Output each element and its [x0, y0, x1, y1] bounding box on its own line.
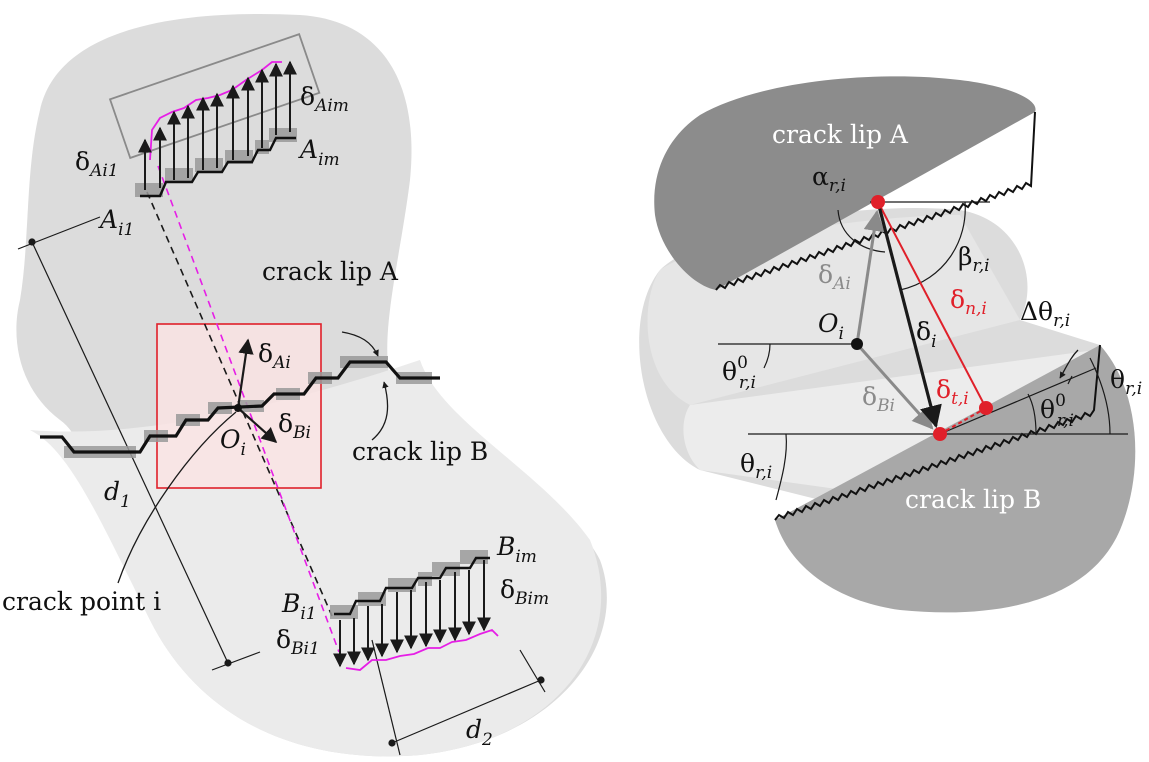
point-t	[979, 401, 993, 415]
point-a	[871, 195, 885, 209]
label-theta0-left: θ0 r,i	[722, 353, 756, 393]
label-delta-aim: δAim	[300, 82, 349, 116]
label-b-i1: Bi1	[281, 589, 317, 624]
label-d1: d1	[104, 477, 131, 512]
label-b-im: Bim	[496, 532, 537, 567]
label-theta-left: θr,i	[740, 449, 772, 483]
label-delta-ni: δn,i	[950, 285, 987, 319]
label-theta0-right: θ0 r,i	[1040, 391, 1074, 431]
vector-delta-t	[939, 407, 987, 435]
label-delta-bi1: δBi1	[276, 625, 320, 659]
crack-lip-a-body	[654, 76, 1036, 290]
label-delta-ai1: δAi1	[75, 147, 119, 181]
leaders	[117, 331, 389, 584]
left-panel	[16, 13, 607, 757]
label-a-i1: Ai1	[98, 205, 134, 240]
top-sample-frame	[108, 33, 321, 160]
jagged-edge-b	[774, 344, 1101, 521]
label-delta-bi-right: δBi	[862, 382, 895, 416]
bottom-step-path	[334, 556, 490, 616]
label-delta-i: δi	[916, 317, 937, 352]
label-delta-ti: δt,i	[936, 375, 969, 409]
angle-arcs	[763, 201, 1111, 501]
label-delta-ai-right: δAi	[818, 260, 851, 294]
label-delta-bim: δBim	[500, 575, 549, 609]
jagged-edge-a	[715, 111, 1036, 291]
label-a-im: Aim	[298, 135, 340, 170]
dashed-line-magenta	[157, 165, 340, 653]
label-delta-ai-left: δAi	[258, 339, 291, 373]
right-labels: crack lip A crack lip B αr,i βr,i δAi δn…	[722, 120, 1142, 514]
label-crack-lip-a-right: crack lip A	[772, 120, 909, 149]
label-crack-lip-a-left: crack lip A	[262, 257, 399, 286]
label-crack-lip-b-left: crack lip B	[352, 437, 488, 466]
label-crack-lip-b-right: crack lip B	[905, 485, 1041, 514]
top-step-path	[140, 136, 296, 198]
point-o	[851, 338, 863, 350]
local-arrows	[234, 338, 278, 444]
left-labels: δAim Aim δAi1 Ai1 crack lip A δAi Oi δBi…	[2, 82, 549, 750]
top-arrows	[138, 60, 297, 190]
label-beta: βr,i	[958, 242, 990, 276]
label-o-i-right: Oi	[818, 309, 844, 344]
bottom-arrows	[333, 560, 491, 668]
label-d2: d2	[466, 715, 493, 750]
label-delta-bi-left: δBi	[278, 409, 311, 443]
point-b	[933, 427, 947, 441]
vector-delta-bi	[855, 343, 934, 430]
vector-delta-n	[877, 201, 987, 409]
vectors	[855, 201, 1079, 435]
label-delta-theta: Δθr,i	[1020, 297, 1070, 331]
vector-delta-ai	[855, 209, 885, 345]
vector-delta-i	[876, 201, 942, 429]
label-crack-point: crack point i	[2, 587, 161, 616]
label-o-i-left: Oi	[220, 425, 246, 460]
label-alpha: αr,i	[812, 162, 846, 196]
right-panel	[639, 76, 1136, 613]
crack-lip-b-body	[775, 345, 1136, 613]
label-theta-right: θr,i	[1110, 365, 1142, 399]
